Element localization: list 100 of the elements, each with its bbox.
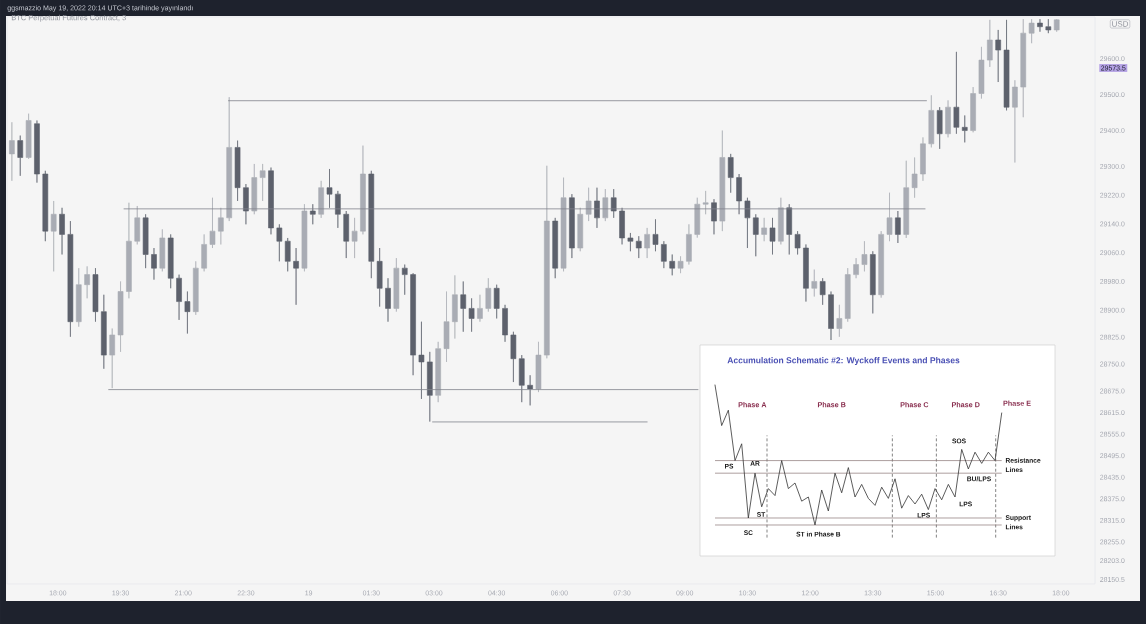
- candlestick: [844, 267, 851, 322]
- candlestick: [903, 160, 910, 239]
- candlestick: [819, 277, 826, 306]
- candlestick: [920, 137, 926, 182]
- candlestick: [619, 207, 625, 245]
- y-axis-title: USD: [1112, 21, 1129, 27]
- candlestick: [435, 341, 441, 403]
- candlestick: [477, 294, 483, 322]
- candlestick: [485, 277, 492, 312]
- candlestick: [652, 218, 659, 252]
- candlestick: [309, 203, 316, 225]
- candlestick: [134, 205, 141, 245]
- candlestick: [702, 190, 709, 215]
- candlestick: [719, 130, 726, 232]
- candlestick: [34, 120, 40, 183]
- candlestick: [928, 95, 935, 148]
- candlestick: [878, 230, 884, 298]
- candlestick: [535, 341, 542, 393]
- candlestick: [936, 106, 943, 150]
- candlestick: [661, 240, 667, 269]
- candlestick: [602, 188, 609, 222]
- candlestick: [510, 331, 517, 383]
- candlestick: [995, 29, 1001, 83]
- candlestick: [259, 163, 266, 202]
- candlestick: [393, 257, 400, 312]
- candlestick: [911, 157, 918, 199]
- candlestick: [961, 115, 968, 143]
- candlestick: [25, 113, 32, 160]
- candlestick: [59, 207, 65, 255]
- candlestick: [1003, 19, 1010, 111]
- candlestick: [686, 224, 692, 265]
- candlestick: [635, 235, 642, 259]
- candlestick: [727, 153, 734, 193]
- candlestick: [970, 86, 976, 133]
- candlestick: [560, 177, 567, 272]
- candlestick: [736, 173, 742, 215]
- candlestick: [176, 274, 182, 321]
- candlestick: [945, 100, 951, 138]
- candlestick: [895, 210, 901, 244]
- candlestick: [1020, 18, 1027, 118]
- candlestick: [1012, 79, 1018, 163]
- candlestick: [218, 207, 224, 245]
- candlestick: [268, 167, 274, 235]
- candlestick: [201, 234, 207, 272]
- candlestick: [351, 217, 358, 259]
- candlestick: [1037, 18, 1043, 33]
- candlestick: [276, 224, 283, 262]
- candlestick: [460, 281, 467, 333]
- candlestick: [677, 256, 684, 274]
- candlestick: [418, 321, 425, 400]
- candlestick: [410, 272, 416, 376]
- candlestick: [184, 291, 191, 334]
- candlestick: [251, 163, 258, 215]
- candlestick: [644, 227, 650, 259]
- candlestick: [385, 277, 391, 322]
- candlestick: [401, 264, 408, 296]
- candlestick: [368, 170, 375, 279]
- candlestick: [151, 247, 157, 280]
- candlestick: [109, 328, 115, 389]
- candlestick: [84, 266, 90, 299]
- chart-title: Accumulation Schematic #2: Wyckoff Events and Phases: [727, 357, 960, 365]
- candlestick: [75, 267, 82, 328]
- candlestick: [243, 183, 249, 225]
- candlestick: [870, 250, 876, 314]
- candlestick: [226, 96, 233, 222]
- candlestick: [326, 168, 333, 209]
- candlestick: [853, 257, 859, 279]
- candlestick: [101, 294, 107, 370]
- candlestick: [794, 230, 801, 255]
- candlestick: [343, 210, 350, 259]
- candlestick: [803, 244, 809, 302]
- candlestick: [886, 192, 893, 242]
- candlestick: [978, 46, 985, 99]
- candlestick: [427, 351, 433, 422]
- candlestick: [569, 193, 575, 259]
- candlestick: [9, 121, 15, 182]
- candlestick: [778, 197, 784, 245]
- candlestick: [786, 203, 793, 255]
- candlestick: [318, 180, 324, 219]
- candlestick: [669, 254, 676, 276]
- candlestick: [293, 247, 299, 306]
- candlestick: [752, 213, 759, 257]
- candlestick: [284, 237, 291, 272]
- candlestick: [861, 240, 868, 272]
- candlestick: [234, 140, 241, 202]
- candlestick: [953, 51, 960, 135]
- candlestick: [836, 304, 843, 338]
- candlestick: [544, 165, 550, 359]
- candlestick: [167, 234, 174, 289]
- candlestick: [17, 135, 24, 177]
- candlestick: [1028, 18, 1035, 44]
- candlestick: [468, 298, 475, 333]
- candlestick: [192, 261, 199, 316]
- candlestick: [1045, 18, 1052, 34]
- candlestick: [42, 170, 49, 242]
- candlestick: [1053, 18, 1060, 33]
- candlestick: [987, 19, 993, 68]
- candlestick: [811, 269, 818, 297]
- candlestick: [209, 197, 216, 249]
- candlestick: [527, 374, 533, 406]
